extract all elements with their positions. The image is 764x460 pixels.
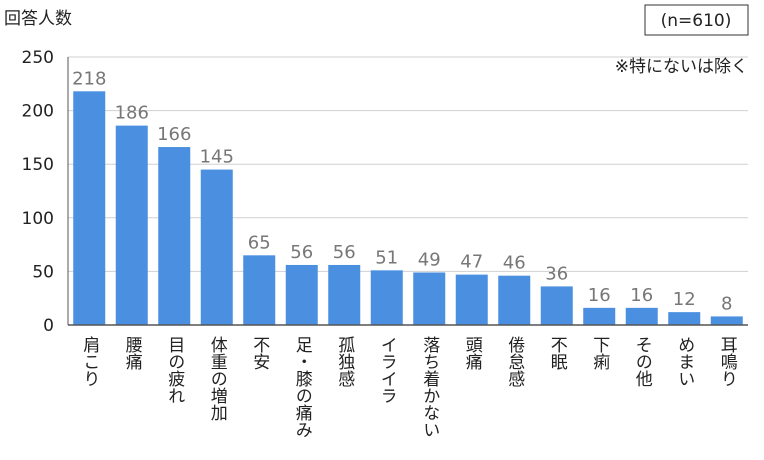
data-label: 16 xyxy=(588,285,611,306)
x-tick-label: めまい xyxy=(674,336,694,387)
note-box xyxy=(644,4,749,36)
data-label: 218 xyxy=(72,68,106,89)
y-tick-label: 150 xyxy=(22,155,54,175)
data-label: 65 xyxy=(248,232,271,253)
x-tick-label: 頭痛 xyxy=(462,336,483,370)
data-label: 49 xyxy=(418,249,441,270)
x-tick-label: 体重の増加 xyxy=(207,336,228,421)
bar xyxy=(455,274,488,325)
y-axis-title: 回答人数 xyxy=(4,9,72,29)
data-label: 46 xyxy=(503,253,526,274)
annotation: ※特にないは除く xyxy=(615,57,748,77)
y-tick-label: 200 xyxy=(22,102,54,122)
x-tick-label: イライラ xyxy=(377,336,397,404)
x-tick-label: 腰痛 xyxy=(122,336,143,370)
x-tick-label: その他 xyxy=(632,336,653,387)
x-tick-label: 耳鳴り xyxy=(717,336,738,387)
x-tick-label: 孤独感 xyxy=(334,336,355,387)
bar xyxy=(668,312,701,325)
y-tick-label: 250 xyxy=(22,48,54,68)
bar xyxy=(540,286,573,325)
bar xyxy=(200,169,233,325)
bar xyxy=(413,272,446,325)
data-label: 8 xyxy=(721,293,732,314)
data-label: 56 xyxy=(333,242,356,263)
bar xyxy=(498,275,531,325)
x-tick-label: 下痢 xyxy=(589,336,610,371)
bar xyxy=(243,255,276,325)
bar xyxy=(710,316,743,325)
bar xyxy=(370,270,403,325)
data-label: 36 xyxy=(545,263,568,284)
x-tick-label: 肩こり xyxy=(79,336,100,387)
data-label: 166 xyxy=(157,124,191,145)
data-label: 56 xyxy=(290,242,313,263)
x-tick-label: 不安 xyxy=(249,336,270,370)
bar xyxy=(583,307,616,325)
bar xyxy=(328,264,361,325)
bar xyxy=(285,264,318,325)
y-tick-label: 50 xyxy=(32,262,54,282)
x-tick-label: 落ち着かない xyxy=(419,336,440,438)
data-label: 51 xyxy=(375,247,398,268)
data-label: 12 xyxy=(673,289,696,310)
x-tick-label: 目の疲れ xyxy=(164,336,185,404)
bar xyxy=(625,307,658,325)
annotation: (n=610) xyxy=(661,11,732,31)
y-tick-label: 0 xyxy=(43,316,54,336)
bar xyxy=(158,147,191,325)
data-label: 186 xyxy=(115,103,149,124)
data-label: 16 xyxy=(630,285,653,306)
bar xyxy=(115,125,148,325)
x-tick-label: 不眠 xyxy=(547,336,568,370)
bar xyxy=(73,91,106,325)
y-tick-label: 100 xyxy=(22,209,54,229)
x-tick-label: 足・膝の痛み xyxy=(292,336,313,438)
data-label: 47 xyxy=(460,252,483,273)
data-label: 145 xyxy=(200,147,234,168)
x-tick-label: 倦怠感 xyxy=(504,336,525,387)
